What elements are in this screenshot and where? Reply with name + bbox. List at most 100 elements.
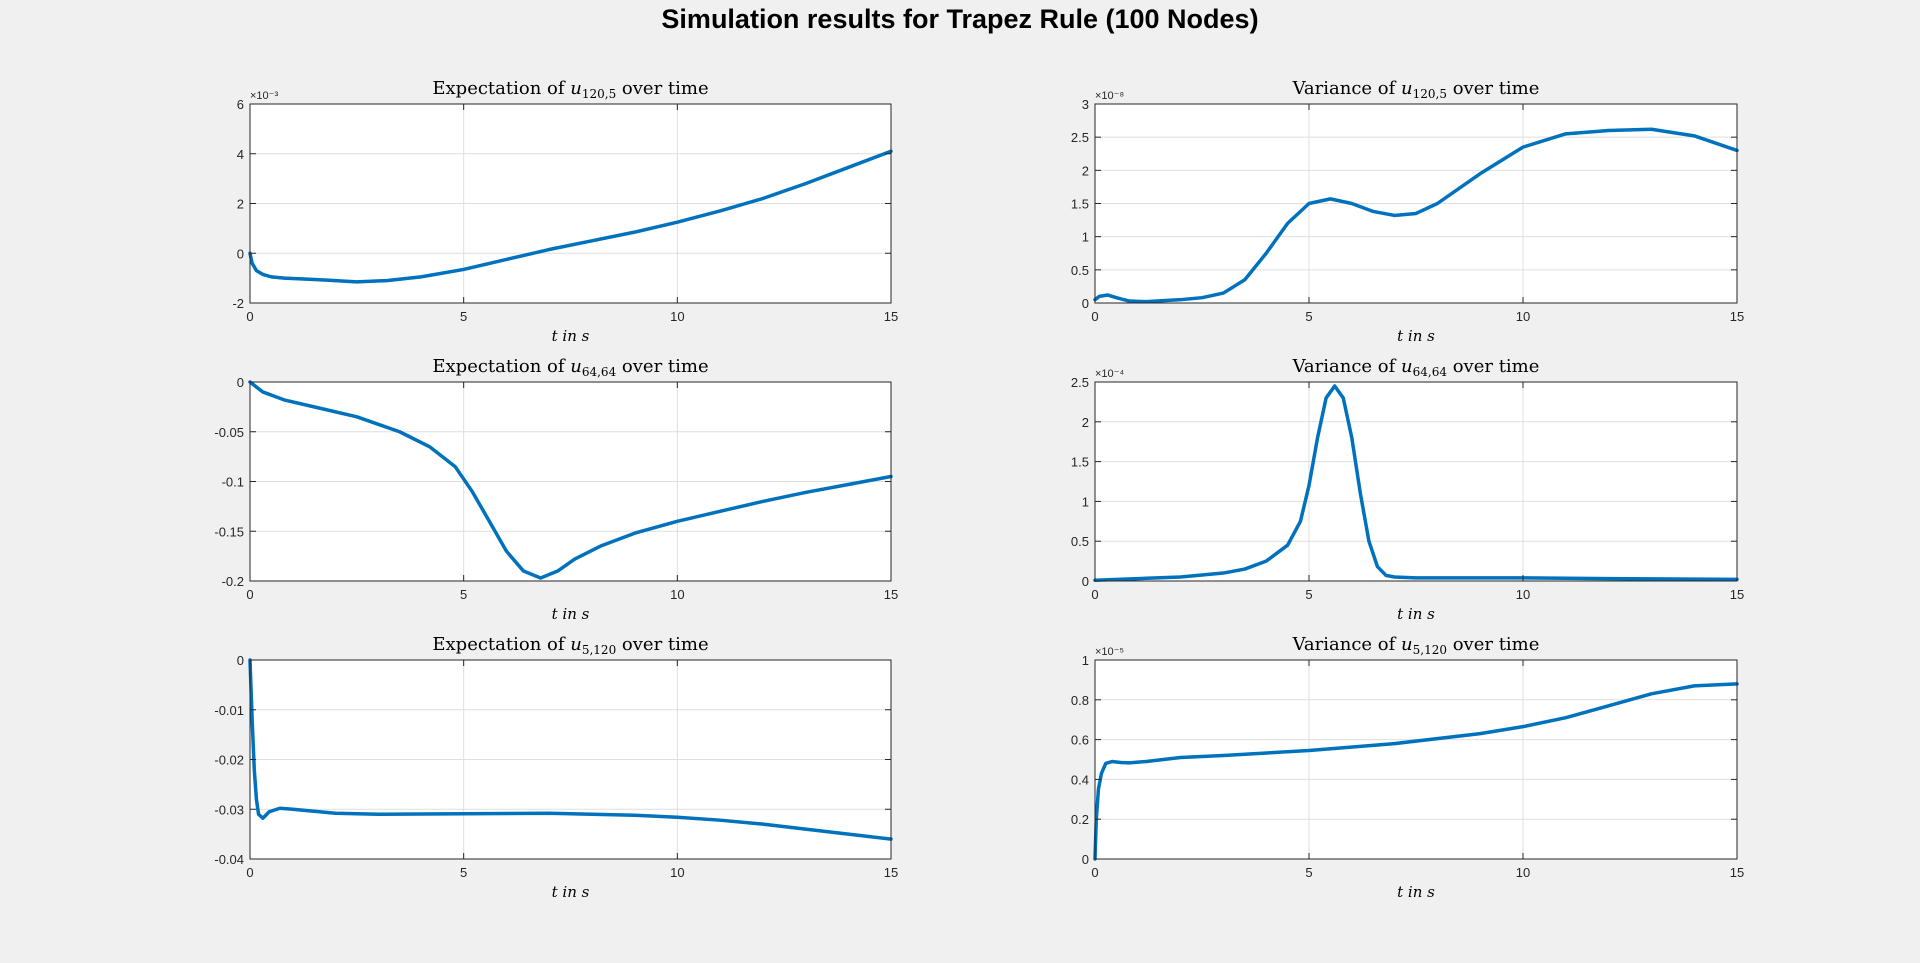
subplot-title: Variance of u64,64 over time <box>1292 356 1540 379</box>
plot-area <box>1095 660 1737 859</box>
y-tick-label: 2 <box>1082 163 1089 178</box>
title-variable: u <box>1401 356 1413 377</box>
series-line <box>248 149 893 284</box>
x-tick-label: 10 <box>670 309 684 324</box>
y-tick-label: 0 <box>1082 296 1089 311</box>
y-tick-label: 4 <box>237 147 244 162</box>
x-tick-label: 0 <box>246 865 253 880</box>
figure-title: Simulation results for Trapez Rule (100 … <box>661 4 1259 34</box>
x-tick-label: 10 <box>670 587 684 602</box>
y-tick-label: 0 <box>1082 852 1089 867</box>
x-tick-label: 15 <box>884 587 898 602</box>
x-tick-label: 5 <box>1305 865 1312 880</box>
y-tick-label: 2.5 <box>1071 375 1089 390</box>
x-tick-label: 5 <box>460 865 467 880</box>
x-tick-label: 15 <box>1730 865 1744 880</box>
title-text: Expectation of <box>432 634 570 655</box>
y-tick-label: -0.02 <box>214 753 244 768</box>
x-tick-label: 0 <box>1091 309 1098 324</box>
y-tick-label: 1 <box>1082 653 1089 668</box>
y-tick-label: -0.03 <box>214 802 244 817</box>
x-axis-label: t in s <box>1397 605 1435 623</box>
y-tick-label: 1 <box>1082 230 1089 245</box>
y-tick-label: 2.5 <box>1071 130 1089 145</box>
series-line <box>1093 127 1739 304</box>
x-tick-label: 5 <box>460 587 467 602</box>
title-subscript: 5,120 <box>582 643 616 657</box>
y-tick-label: 0.5 <box>1071 534 1089 549</box>
y-tick-label: 0.8 <box>1071 693 1089 708</box>
y-tick-label: 0.2 <box>1071 812 1089 827</box>
y-tick-label: 0 <box>237 246 244 261</box>
y-tick-label: 0.4 <box>1071 772 1089 787</box>
x-axis-label: t in s <box>552 605 590 623</box>
title-text: Expectation of <box>432 356 570 377</box>
title-suffix: over time <box>1447 78 1539 99</box>
title-variable: u <box>570 634 582 655</box>
x-tick-label: 15 <box>884 865 898 880</box>
y-tick-label: 2 <box>1082 415 1089 430</box>
title-suffix: over time <box>616 634 708 655</box>
y-exponent-label: ×10⁻³ <box>250 90 278 102</box>
x-tick-label: 10 <box>1516 309 1530 324</box>
title-variable: u <box>570 356 582 377</box>
title-text: Variance of <box>1292 78 1401 99</box>
y-exponent-label: ×10⁻⁵ <box>1095 646 1124 658</box>
y-tick-label: -0.04 <box>214 852 244 867</box>
y-tick-label: 3 <box>1082 97 1089 112</box>
title-suffix: over time <box>616 356 708 377</box>
y-tick-label: 0.6 <box>1071 733 1089 748</box>
y-tick-label: 0.5 <box>1071 263 1089 278</box>
y-tick-label: 0 <box>1082 574 1089 589</box>
x-tick-label: 0 <box>246 309 253 324</box>
y-tick-label: -2 <box>232 296 244 311</box>
title-subscript: 5,120 <box>1413 643 1447 657</box>
series-line <box>248 658 893 841</box>
y-tick-label: 1.5 <box>1071 197 1089 212</box>
title-subscript: 64,64 <box>582 365 617 379</box>
x-tick-label: 0 <box>246 587 253 602</box>
subplot-title: Variance of u5,120 over time <box>1292 634 1540 657</box>
title-suffix: over time <box>616 78 708 99</box>
series-line <box>1093 682 1739 861</box>
x-tick-label: 10 <box>670 865 684 880</box>
title-subscript: 120,5 <box>582 87 616 101</box>
series-line <box>1093 384 1739 582</box>
x-tick-label: 5 <box>460 309 467 324</box>
x-tick-label: 0 <box>1091 865 1098 880</box>
axes-box <box>1094 659 1738 860</box>
x-tick-label: 15 <box>1730 309 1744 324</box>
title-variable: u <box>1401 78 1413 99</box>
subplot-title: Expectation of u64,64 over time <box>432 356 708 379</box>
y-tick-label: -0.1 <box>222 475 244 490</box>
y-tick-label: -0.2 <box>222 574 244 589</box>
axes-box <box>1094 381 1738 582</box>
subplot-title: Expectation of u120,5 over time <box>432 78 708 101</box>
series-line <box>248 380 893 580</box>
subplot-title: Variance of u120,5 over time <box>1292 78 1540 101</box>
title-subscript: 120,5 <box>1413 87 1447 101</box>
x-tick-label: 10 <box>1516 865 1530 880</box>
x-tick-label: 0 <box>1091 587 1098 602</box>
subplot-2: 0 5 10 15 0 0.5 1 1.5 2 2.5 3 ×10⁻⁸ Variance of u120… <box>1071 78 1744 345</box>
y-tick-label: 1 <box>1082 494 1089 509</box>
x-axis-label: t in s <box>552 883 590 901</box>
x-tick-label: 5 <box>1305 309 1312 324</box>
y-tick-label: 0 <box>237 375 244 390</box>
y-tick-label: 6 <box>237 97 244 112</box>
subplot-4: 0 5 10 15 0 0.5 1 1.5 2 2.5 ×10⁻⁴ Variance of u64,6… <box>1071 356 1744 623</box>
title-variable: u <box>1401 634 1413 655</box>
subplot-6: 0 5 10 15 0 0.2 0.4 0.6 0.8 1 ×10⁻⁵ Variance of u5,… <box>1071 634 1744 901</box>
x-tick-label: 15 <box>1730 587 1744 602</box>
x-axis-label: t in s <box>552 327 590 345</box>
title-text: Expectation of <box>432 78 570 99</box>
y-tick-label: -0.05 <box>214 425 244 440</box>
y-tick-label: 2 <box>237 197 244 212</box>
title-text: Variance of <box>1292 356 1401 377</box>
plot-area <box>1095 382 1737 581</box>
title-suffix: over time <box>1447 356 1539 377</box>
y-tick-label: -0.01 <box>214 703 244 718</box>
x-tick-label: 10 <box>1516 587 1530 602</box>
